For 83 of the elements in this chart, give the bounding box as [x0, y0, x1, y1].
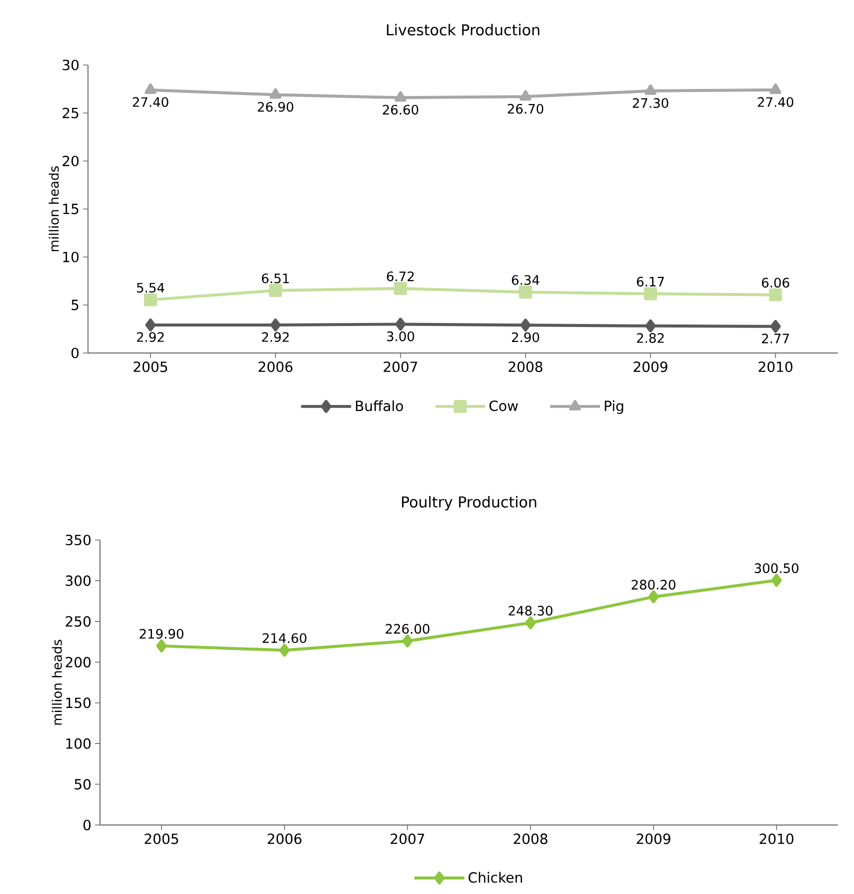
point [269, 284, 282, 297]
y-tick-label: 300 [66, 575, 91, 586]
data-label: 226.00 [386, 624, 430, 634]
y-tick-label: 10 [63, 252, 79, 262]
x-tick-label: 2009 [636, 834, 670, 844]
y-axis-title: million heads [48, 166, 59, 252]
data-label: 219.90 [140, 628, 184, 639]
y-tick-label: 0 [71, 348, 79, 358]
data-label: 2.82 [636, 333, 664, 343]
chart-title: Poultry Production [402, 496, 536, 511]
y-tick-label: 250 [66, 616, 91, 627]
x-tick-label: 2006 [258, 362, 292, 372]
point [520, 318, 531, 332]
point [270, 318, 281, 332]
y-tick-label: 350 [66, 534, 91, 546]
data-label: 5.54 [137, 282, 164, 293]
point [644, 287, 658, 300]
data-label: 2.92 [262, 332, 289, 342]
y-tick-label: 30 [62, 60, 79, 70]
x-tick-label: 2010 [760, 834, 794, 844]
point [648, 590, 659, 604]
data-label: 26.70 [508, 104, 544, 114]
x-tick-label: 2007 [384, 362, 418, 372]
data-label: 280.20 [632, 580, 676, 590]
point [770, 83, 782, 94]
data-label: 300.50 [754, 563, 798, 574]
data-label: 27.30 [632, 98, 668, 108]
data-label: 2.77 [762, 334, 789, 344]
y-tick-label: 0 [83, 820, 91, 830]
y-tick-label: 200 [66, 656, 91, 668]
data-label: 6.72 [386, 271, 414, 282]
data-label: 27.40 [758, 97, 794, 107]
point [270, 88, 282, 99]
data-label: 26.90 [258, 102, 294, 112]
point [402, 634, 413, 648]
data-label: 6.06 [762, 278, 790, 288]
point [395, 318, 406, 331]
point [144, 293, 157, 306]
data-label: 3.00 [387, 331, 414, 342]
x-tick-label: 2005 [144, 834, 178, 844]
x-tick-label: 2009 [634, 362, 668, 372]
point [394, 91, 406, 102]
x-tick-label: 2008 [514, 834, 548, 844]
chart-title: Livestock Production [386, 24, 540, 36]
data-label: 2.90 [512, 332, 540, 342]
x-tick-label: 2005 [134, 362, 168, 372]
point [771, 574, 782, 587]
point [770, 320, 781, 333]
x-tick-label: 2006 [268, 834, 302, 844]
data-label: 6.51 [262, 273, 289, 284]
point [525, 616, 536, 630]
x-tick-label: 2008 [508, 362, 542, 372]
data-label: 6.17 [636, 276, 664, 287]
y-tick-label: 150 [66, 698, 91, 708]
x-tick-label: 2007 [390, 834, 424, 844]
legend-label: Chicken [468, 872, 522, 883]
data-label: 2.92 [136, 332, 164, 342]
y-tick-label: 100 [66, 738, 91, 749]
data-label: 6.34 [512, 275, 540, 285]
y-tick-label: 20 [62, 156, 79, 166]
x-tick-label: 2010 [758, 362, 792, 372]
legend-label: Pig [604, 400, 624, 414]
y-tick-label: 15 [63, 204, 78, 214]
point [519, 286, 532, 299]
legend-label: Buffalo [356, 400, 403, 412]
y-tick-label: 50 [74, 778, 91, 790]
point [520, 90, 532, 101]
point [769, 288, 782, 302]
data-label: 26.60 [382, 104, 418, 115]
point [644, 84, 656, 95]
data-label: 248.30 [508, 606, 552, 616]
point [645, 319, 656, 332]
point [156, 639, 167, 652]
point [394, 282, 407, 295]
point [145, 318, 156, 332]
data-label: 214.60 [262, 633, 306, 644]
y-axis-title: million heads [52, 640, 62, 725]
y-tick-label: 25 [62, 108, 78, 118]
data-label: 27.40 [132, 97, 168, 107]
legend-label: Cow [490, 400, 518, 412]
point [144, 83, 156, 94]
y-tick-label: 5 [72, 300, 78, 310]
point [279, 644, 290, 657]
